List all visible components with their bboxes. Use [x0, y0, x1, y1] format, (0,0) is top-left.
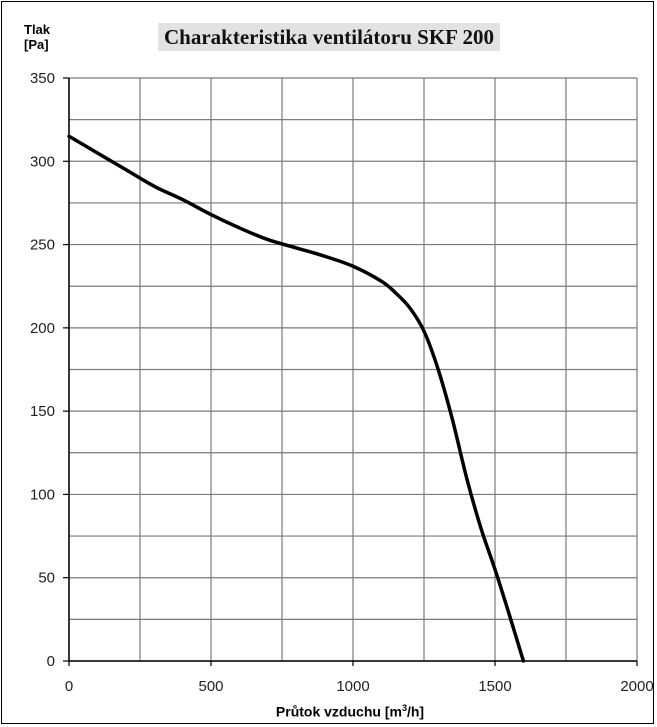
x-axis-label: Průtok vzduchu [m3/h]	[0, 703, 657, 720]
y-axis-label-line2: [Pa]	[24, 37, 49, 52]
y-tick-label: 250	[30, 237, 55, 254]
x-tick-label: 2000	[620, 678, 653, 695]
chart-title: Charakteristika ventilátoru SKF 200	[158, 23, 500, 51]
x-tick-label: 500	[198, 678, 223, 695]
x-axis-label-superscript: 3	[401, 703, 407, 713]
y-tick-label: 50	[38, 570, 55, 587]
y-tick-label: 300	[30, 153, 55, 170]
x-tick-label: 0	[65, 678, 73, 695]
series-line	[67, 134, 526, 663]
x-axis-label-prefix: Průtok vzduchu [m	[275, 703, 402, 720]
y-axis-label: Tlak [Pa]	[24, 22, 50, 52]
x-tick-label: 1000	[336, 678, 369, 695]
y-axis-label-line1: Tlak	[24, 22, 51, 37]
y-tick-label: 150	[30, 403, 55, 420]
x-axis-label-suffix: /h]	[406, 703, 425, 720]
y-tick-label: 350	[30, 70, 55, 87]
y-tick-label: 0	[47, 653, 55, 670]
x-tick-label: 1500	[478, 678, 511, 695]
y-tick-label: 100	[30, 486, 55, 503]
y-tick-label: 200	[30, 320, 55, 337]
